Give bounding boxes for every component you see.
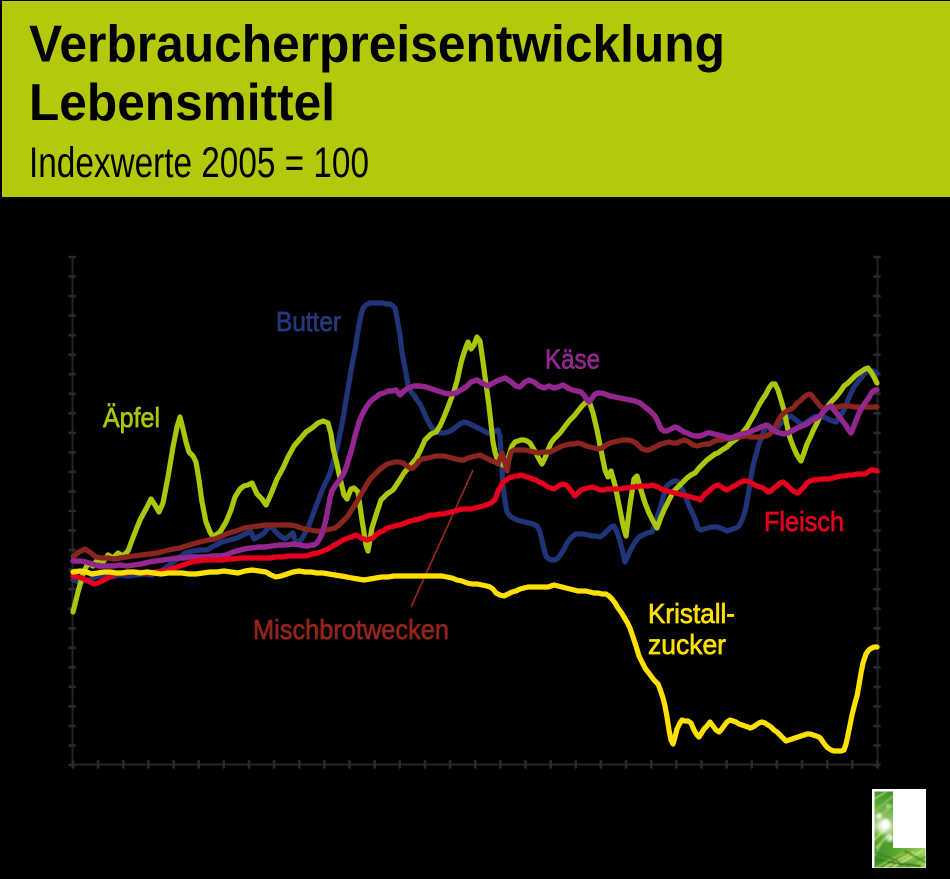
svg-text:Verbraucherpreisentwicklung: Verbraucherpreisentwicklung [29,16,725,74]
svg-text:Fleisch: Fleisch [764,505,844,537]
svg-text:zucker: zucker [648,628,726,660]
svg-text:Lebensmittel: Lebensmittel [29,74,335,132]
svg-text:Käse: Käse [545,343,600,375]
svg-text:Butter: Butter [276,305,341,337]
svg-text:Indexwerte 2005 = 100: Indexwerte 2005 = 100 [29,139,369,187]
svg-text:Äpfel: Äpfel [103,401,160,433]
svg-text:Kristall-: Kristall- [648,597,735,629]
svg-text:Mischbrotwecken: Mischbrotwecken [253,613,449,645]
